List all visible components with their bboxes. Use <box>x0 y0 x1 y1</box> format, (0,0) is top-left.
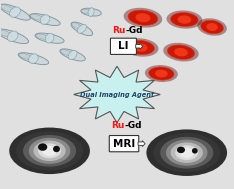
Ellipse shape <box>1 5 15 12</box>
Ellipse shape <box>149 67 174 80</box>
FancyArrow shape <box>136 43 143 49</box>
Ellipse shape <box>155 70 168 77</box>
Ellipse shape <box>23 135 76 167</box>
Ellipse shape <box>18 53 49 65</box>
Ellipse shape <box>0 29 29 44</box>
Polygon shape <box>74 66 160 123</box>
Ellipse shape <box>167 45 195 59</box>
Ellipse shape <box>29 54 38 64</box>
Ellipse shape <box>123 38 158 57</box>
Ellipse shape <box>192 148 198 154</box>
Ellipse shape <box>0 4 30 20</box>
Ellipse shape <box>174 48 188 56</box>
Ellipse shape <box>30 14 44 20</box>
Ellipse shape <box>61 50 72 56</box>
Ellipse shape <box>19 53 33 59</box>
Ellipse shape <box>197 18 227 36</box>
Ellipse shape <box>177 147 185 153</box>
Ellipse shape <box>71 22 93 36</box>
Ellipse shape <box>175 145 198 160</box>
Ellipse shape <box>128 10 158 25</box>
Ellipse shape <box>201 20 223 34</box>
Ellipse shape <box>145 65 178 82</box>
Ellipse shape <box>135 13 150 22</box>
Text: Dual Imaging Agent: Dual Imaging Agent <box>80 91 154 98</box>
Ellipse shape <box>45 33 54 43</box>
Ellipse shape <box>40 15 50 24</box>
Text: -Gd: -Gd <box>125 26 143 35</box>
Ellipse shape <box>38 143 47 151</box>
Ellipse shape <box>81 9 91 13</box>
Ellipse shape <box>146 129 227 176</box>
Ellipse shape <box>127 40 154 55</box>
Ellipse shape <box>0 30 12 37</box>
Ellipse shape <box>36 34 49 39</box>
Ellipse shape <box>30 14 60 26</box>
Ellipse shape <box>72 23 82 29</box>
Ellipse shape <box>60 49 85 61</box>
Ellipse shape <box>81 8 101 16</box>
Ellipse shape <box>171 143 203 163</box>
Ellipse shape <box>29 138 70 164</box>
Ellipse shape <box>68 50 77 60</box>
Text: Ru: Ru <box>111 121 124 130</box>
Ellipse shape <box>38 143 61 158</box>
Text: -Gd: -Gd <box>124 121 142 130</box>
Ellipse shape <box>9 128 90 174</box>
Ellipse shape <box>171 12 198 27</box>
Ellipse shape <box>77 24 86 33</box>
Ellipse shape <box>10 7 20 17</box>
Ellipse shape <box>166 10 202 29</box>
Text: MRI: MRI <box>113 139 135 149</box>
Ellipse shape <box>160 137 213 169</box>
Ellipse shape <box>7 31 18 42</box>
FancyArrow shape <box>138 141 145 147</box>
Ellipse shape <box>163 43 199 61</box>
Ellipse shape <box>134 43 147 52</box>
Ellipse shape <box>179 148 194 158</box>
Ellipse shape <box>16 131 83 170</box>
Text: Ru: Ru <box>112 26 125 35</box>
Ellipse shape <box>124 8 162 28</box>
Ellipse shape <box>35 33 64 43</box>
Ellipse shape <box>178 15 191 24</box>
Ellipse shape <box>53 146 60 152</box>
Ellipse shape <box>42 146 57 156</box>
FancyBboxPatch shape <box>110 38 136 54</box>
Ellipse shape <box>153 133 220 172</box>
Ellipse shape <box>33 141 66 161</box>
Text: LI: LI <box>118 41 128 51</box>
Ellipse shape <box>166 140 208 166</box>
Ellipse shape <box>88 8 94 16</box>
Ellipse shape <box>206 23 218 31</box>
FancyBboxPatch shape <box>109 136 139 152</box>
